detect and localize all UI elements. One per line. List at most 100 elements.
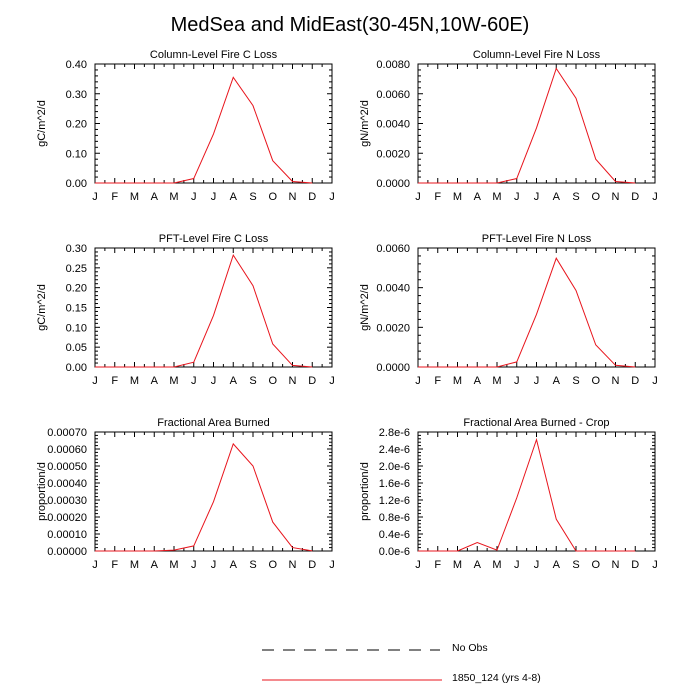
x-tick-label: D xyxy=(631,559,639,571)
x-tick-label: O xyxy=(268,375,277,387)
x-tick-label: M xyxy=(453,191,462,203)
x-tick-label: O xyxy=(591,191,600,203)
x-tick-label: J xyxy=(514,375,520,387)
x-tick-label: A xyxy=(230,375,238,387)
y-tick-label: 0.00060 xyxy=(47,444,87,456)
x-tick-label: M xyxy=(130,191,139,203)
x-tick-label: F xyxy=(434,375,441,387)
y-tick-label: 2.0e-6 xyxy=(379,461,410,473)
x-tick-label: D xyxy=(631,191,639,203)
y-axis-label: proportion/d xyxy=(36,462,48,521)
x-tick-label: F xyxy=(111,191,118,203)
y-tick-label: 0.10 xyxy=(66,322,87,334)
x-tick-label: J xyxy=(534,375,540,387)
x-tick-label: D xyxy=(308,191,316,203)
plot-frame xyxy=(94,63,333,184)
x-tick-label: M xyxy=(492,559,501,571)
y-tick-label: 0.0080 xyxy=(376,59,410,71)
series-line xyxy=(95,442,313,552)
chart-title: Column-Level Fire N Loss xyxy=(473,49,601,61)
y-tick-label: 2.4e-6 xyxy=(379,444,410,456)
figure-title: MedSea and MidEast(30-45N,10W-60E) xyxy=(170,14,530,36)
x-tick-label: A xyxy=(553,375,561,387)
x-tick-label: D xyxy=(308,559,316,571)
y-tick-label: 0.30 xyxy=(66,243,87,255)
x-tick-label: A xyxy=(553,191,561,203)
x-tick-label: M xyxy=(492,375,501,387)
x-tick-label: F xyxy=(434,559,441,571)
y-tick-label: 0.20 xyxy=(66,283,87,295)
legend-label-no-obs: No Obs xyxy=(452,642,488,654)
x-tick-label: J xyxy=(514,191,520,203)
x-tick-label: J xyxy=(652,559,658,571)
x-tick-label: N xyxy=(289,559,297,571)
x-tick-label: O xyxy=(268,559,277,571)
y-tick-label: 0.00040 xyxy=(47,478,87,490)
x-tick-label: A xyxy=(230,191,238,203)
series-line xyxy=(95,253,313,368)
series-line xyxy=(418,437,636,552)
x-tick-label: J xyxy=(211,559,217,571)
x-tick-label: S xyxy=(572,191,579,203)
x-tick-label: A xyxy=(151,191,159,203)
y-axis-label: proportion/d xyxy=(359,462,371,521)
x-tick-label: N xyxy=(289,375,297,387)
series-line xyxy=(418,257,636,368)
legend-label-model: 1850_124 (yrs 4-8) xyxy=(452,672,541,684)
y-tick-label: 0.25 xyxy=(66,263,87,275)
x-tick-label: S xyxy=(572,375,579,387)
plot-frame xyxy=(417,247,656,368)
x-tick-label: J xyxy=(92,559,98,571)
x-tick-label: N xyxy=(612,375,620,387)
x-tick-label: O xyxy=(591,559,600,571)
x-tick-label: S xyxy=(249,191,256,203)
x-tick-label: J xyxy=(415,191,421,203)
x-tick-label: J xyxy=(514,559,520,571)
y-tick-label: 0.00000 xyxy=(47,546,87,558)
x-tick-label: A xyxy=(553,559,561,571)
y-tick-label: 0.05 xyxy=(66,342,87,354)
x-tick-label: S xyxy=(249,559,256,571)
y-tick-label: 0.10 xyxy=(66,148,87,160)
x-tick-label: F xyxy=(111,375,118,387)
x-tick-label: D xyxy=(308,375,316,387)
x-tick-label: A xyxy=(474,191,482,203)
x-tick-label: J xyxy=(191,559,197,571)
x-tick-label: J xyxy=(191,191,197,203)
y-tick-label: 0.00020 xyxy=(47,512,87,524)
y-tick-label: 0.0000 xyxy=(376,362,410,374)
x-tick-label: J xyxy=(329,191,335,203)
x-tick-label: M xyxy=(453,559,462,571)
y-tick-label: 1.2e-6 xyxy=(379,495,410,507)
x-tick-label: A xyxy=(474,375,482,387)
y-tick-label: 1.6e-6 xyxy=(379,478,410,490)
y-tick-label: 0.00 xyxy=(66,362,87,374)
x-tick-label: M xyxy=(492,191,501,203)
x-tick-label: J xyxy=(652,375,658,387)
chart-title: Column-Level Fire C Loss xyxy=(150,49,278,61)
y-tick-label: 0.30 xyxy=(66,89,87,101)
y-tick-label: 0.00 xyxy=(66,178,87,190)
y-tick-label: 0.8e-6 xyxy=(379,512,410,524)
series-line xyxy=(95,76,313,184)
y-tick-label: 0.15 xyxy=(66,303,87,315)
x-tick-label: J xyxy=(415,375,421,387)
y-tick-label: 0.00070 xyxy=(47,427,87,439)
y-tick-label: 0.0040 xyxy=(376,283,410,295)
x-tick-label: A xyxy=(474,559,482,571)
y-tick-label: 0.0040 xyxy=(376,119,410,131)
y-tick-label: 0.20 xyxy=(66,119,87,131)
chart-title: Fractional Area Burned xyxy=(157,417,270,429)
x-tick-label: M xyxy=(130,559,139,571)
x-tick-label: O xyxy=(268,191,277,203)
x-tick-label: A xyxy=(230,559,238,571)
plot-frame xyxy=(417,63,656,184)
x-tick-label: S xyxy=(249,375,256,387)
series-line xyxy=(418,67,636,184)
x-tick-label: J xyxy=(92,191,98,203)
y-axis-label: gN/m^2/d xyxy=(359,284,371,331)
y-tick-label: 0.0060 xyxy=(376,243,410,255)
x-tick-label: J xyxy=(329,559,335,571)
y-tick-label: 0.00010 xyxy=(47,529,87,541)
